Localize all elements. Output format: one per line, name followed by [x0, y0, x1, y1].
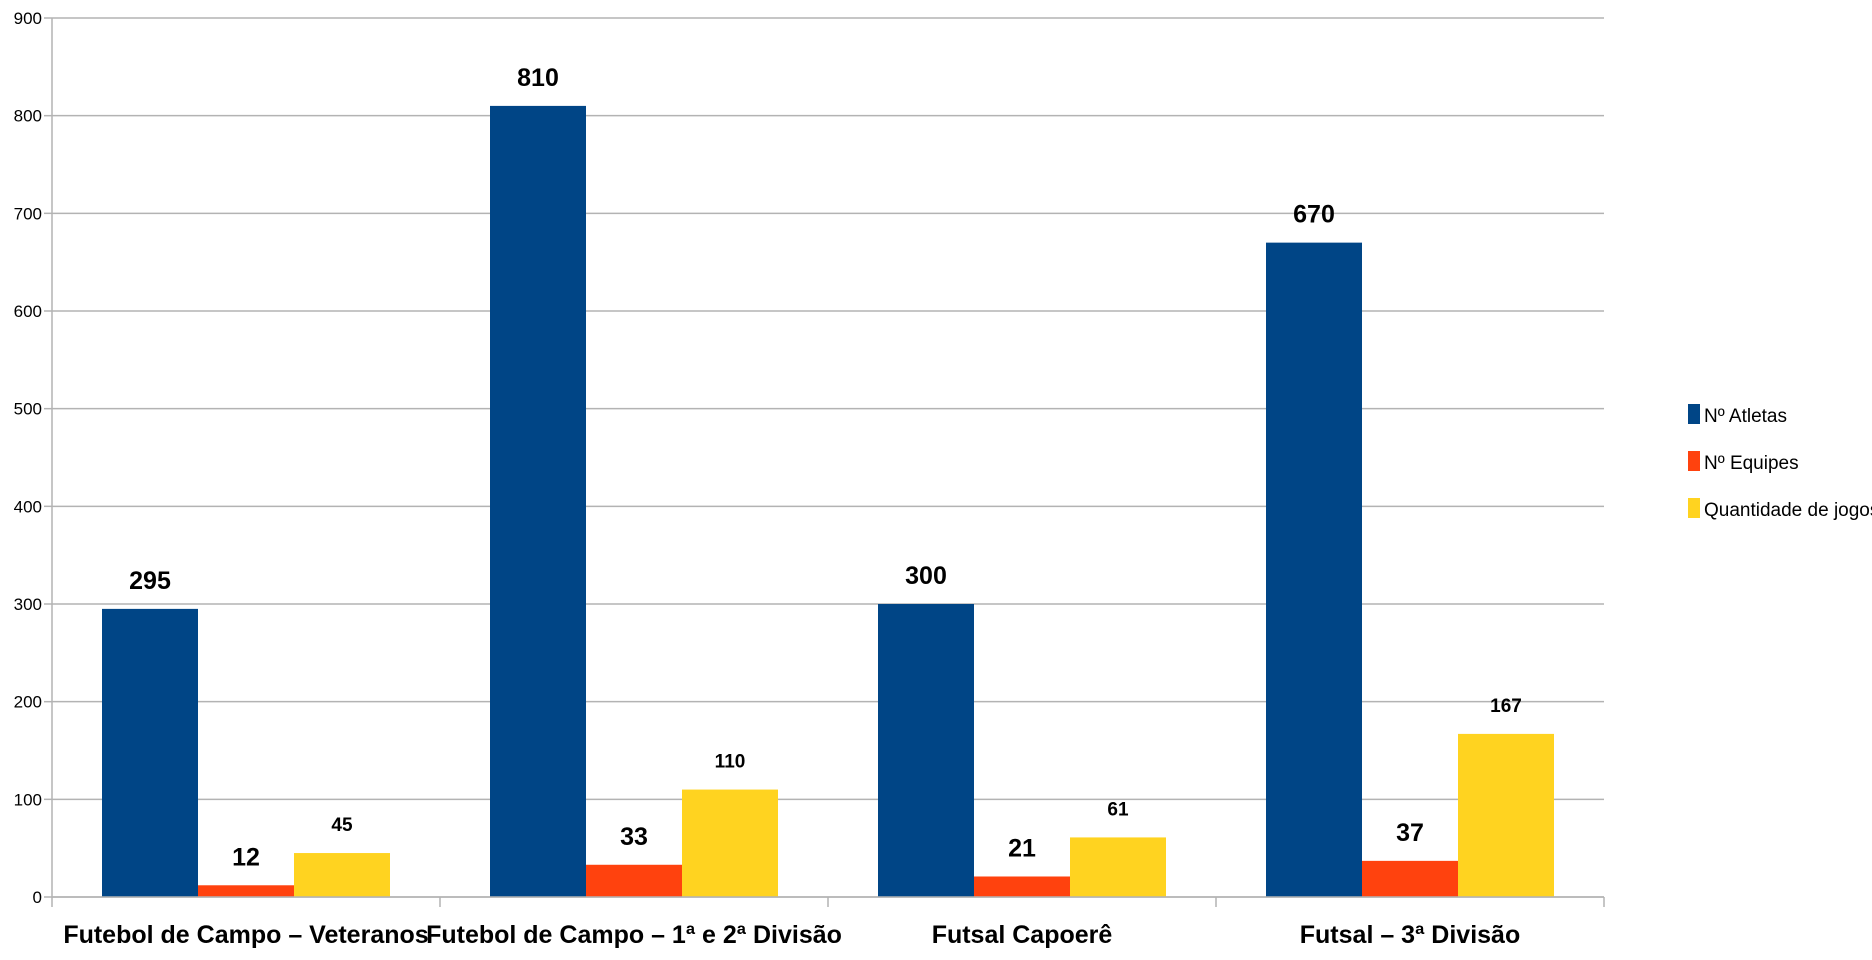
bar	[682, 789, 778, 897]
legend-entry: Quantidade de jogos	[1704, 500, 1872, 521]
legend-swatch	[1688, 498, 1700, 518]
legend: Nº Atletas Nº Equipes Quantidade de jogos	[1688, 404, 1872, 521]
axes	[51, 18, 1605, 907]
bars	[102, 105, 1554, 898]
bar	[878, 604, 974, 897]
y-tick-label: 100	[14, 790, 42, 809]
gridlines	[52, 17, 1604, 898]
x-tick-label: Futsal – 3ª Divisão	[1300, 921, 1520, 949]
y-tick-label: 700	[14, 204, 42, 223]
data-labels: 295 12 45 810 33 110 300 21 61 670 37 167	[129, 64, 1522, 871]
data-label: 167	[1490, 696, 1522, 717]
y-tick-label: 600	[14, 302, 42, 321]
bar	[1266, 242, 1362, 898]
bar	[198, 885, 294, 897]
x-tick-label: Futsal Capoerê	[932, 921, 1113, 949]
y-tick-label: 500	[14, 400, 42, 419]
bar	[1070, 837, 1166, 897]
data-label: 670	[1293, 201, 1335, 229]
data-label: 33	[620, 823, 648, 851]
bar	[974, 876, 1070, 897]
bar	[1458, 733, 1554, 897]
data-label: 21	[1008, 834, 1036, 862]
data-label: 295	[129, 567, 171, 595]
y-tick-label: 800	[14, 107, 42, 126]
bar	[1362, 860, 1458, 897]
legend-swatch	[1688, 404, 1700, 424]
data-label: 12	[232, 843, 260, 871]
data-label: 810	[517, 64, 559, 92]
legend-swatch	[1688, 451, 1700, 471]
data-label: 300	[905, 562, 947, 590]
data-label: 37	[1396, 819, 1424, 847]
data-label: 61	[1107, 799, 1129, 820]
y-tick-label: 400	[14, 497, 42, 516]
data-label: 110	[715, 752, 746, 773]
y-tick-label: 0	[33, 888, 42, 907]
y-axis-ticks: 0 100 200 300 400 500 600 700 800 900	[14, 9, 52, 907]
x-tick-label: Futebol de Campo – 1ª e 2ª Divisão	[426, 921, 842, 949]
y-tick-label: 300	[14, 595, 42, 614]
x-tick-label: Futebol de Campo – Veteranos	[63, 921, 428, 949]
bar	[102, 608, 198, 897]
data-label: 45	[331, 815, 353, 836]
bar	[586, 864, 682, 897]
legend-entry: Nº Atletas	[1704, 406, 1787, 427]
bar	[294, 853, 390, 897]
y-tick-label: 900	[14, 9, 42, 28]
bar	[490, 105, 586, 897]
y-tick-label: 200	[14, 693, 42, 712]
legend-entry: Nº Equipes	[1704, 453, 1799, 474]
